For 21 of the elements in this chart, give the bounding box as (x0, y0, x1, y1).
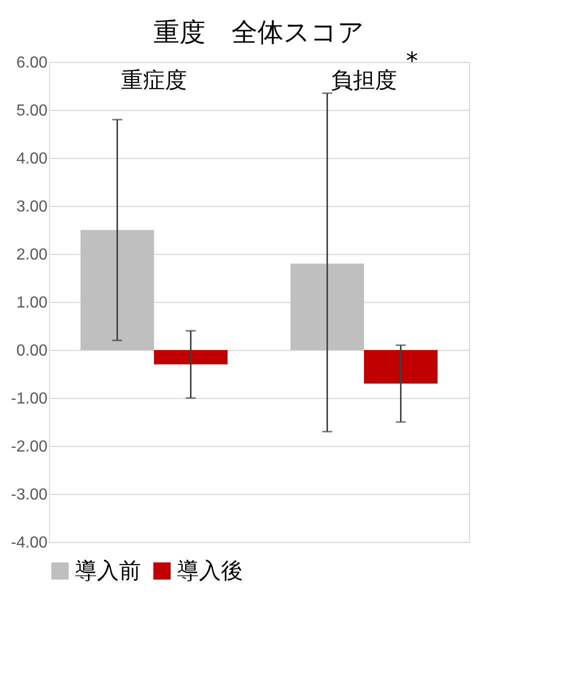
bar (80, 230, 154, 350)
y-tick-label: 1.00 (16, 294, 48, 312)
x-tick-label: 重症度 (121, 68, 187, 94)
chart-title: 重度 全体スコア (154, 18, 364, 48)
y-tick-label: 3.00 (16, 198, 48, 216)
bar (290, 264, 364, 350)
y-tick-label: -4.00 (11, 534, 48, 552)
y-tick-label: 0.00 (16, 342, 48, 360)
annotation: * (406, 47, 418, 75)
legend-label: 導入前 (75, 559, 141, 584)
y-tick-label: 4.00 (16, 150, 48, 168)
y-tick-label: -1.00 (11, 390, 48, 408)
y-tick-label: 5.00 (16, 102, 48, 120)
bar (154, 350, 228, 364)
y-tick-label: -2.00 (11, 438, 48, 456)
legend-label: 導入後 (177, 559, 243, 584)
bar (364, 350, 438, 384)
y-tick-label: 6.00 (16, 54, 48, 72)
y-tick-label: 2.00 (16, 246, 48, 264)
x-tick-label: 負担度 (331, 68, 397, 94)
y-tick-label: -3.00 (11, 486, 48, 504)
